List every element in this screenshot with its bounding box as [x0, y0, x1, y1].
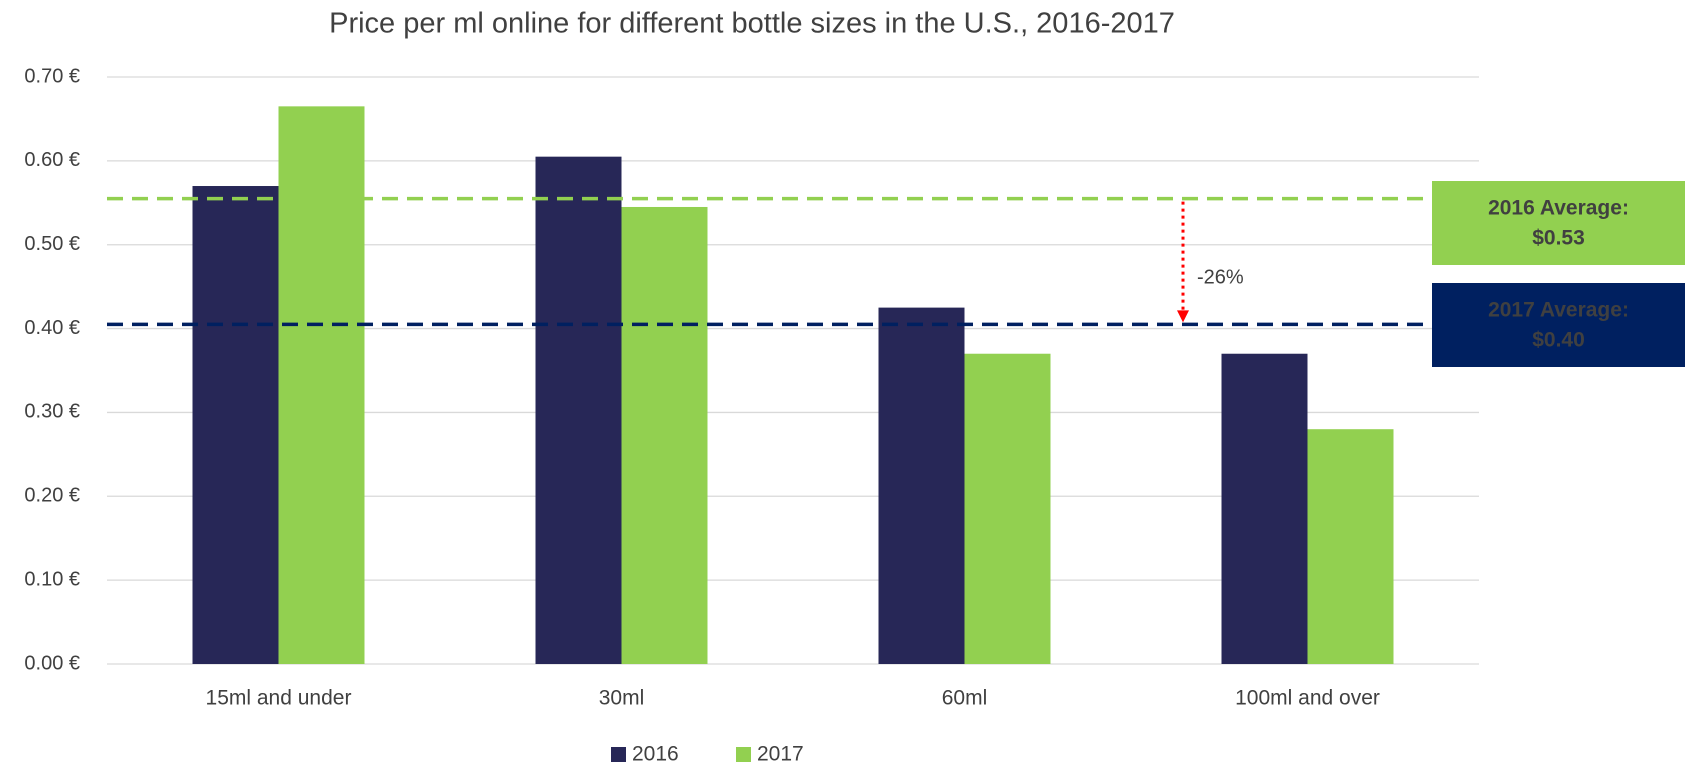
bar: [964, 353, 1051, 664]
y-tick-label: 0.50 €: [24, 233, 80, 255]
y-tick-label: 0.60 €: [24, 149, 80, 171]
average-title: 2016 Average:: [1488, 197, 1629, 220]
x-tick-label: 100ml and over: [1235, 687, 1380, 710]
legend-label: 2016: [632, 743, 679, 766]
y-tick-label: 0.70 €: [24, 65, 80, 87]
bar: [1307, 429, 1394, 664]
change-label: -26%: [1197, 266, 1244, 288]
y-tick-label: 0.20 €: [24, 485, 80, 507]
y-tick-label: 0.10 €: [24, 568, 80, 590]
average-box: [1432, 283, 1685, 367]
bar: [1221, 353, 1308, 664]
bar: [192, 186, 279, 664]
average-amount: $0.53: [1532, 227, 1585, 250]
bar: [278, 106, 365, 665]
y-tick-label: 0.30 €: [24, 401, 80, 423]
average-title: 2017 Average:: [1488, 299, 1629, 322]
average-amount: $0.40: [1532, 329, 1585, 352]
x-tick-label: 60ml: [942, 687, 988, 710]
bar: [535, 156, 622, 664]
x-tick-label: 30ml: [599, 687, 645, 710]
legend-label: 2017: [757, 743, 804, 766]
legend-swatch: [736, 747, 751, 762]
y-tick-label: 0.00 €: [24, 652, 80, 674]
legend-swatch: [611, 747, 626, 762]
x-tick-label: 15ml and under: [206, 687, 352, 710]
y-tick-label: 0.40 €: [24, 317, 80, 339]
arrow-head: [1177, 310, 1189, 323]
chart-title: Price per ml online for different bottle…: [329, 8, 1175, 40]
average-box: [1432, 181, 1685, 265]
bar: [621, 206, 708, 664]
bar: [878, 307, 965, 664]
